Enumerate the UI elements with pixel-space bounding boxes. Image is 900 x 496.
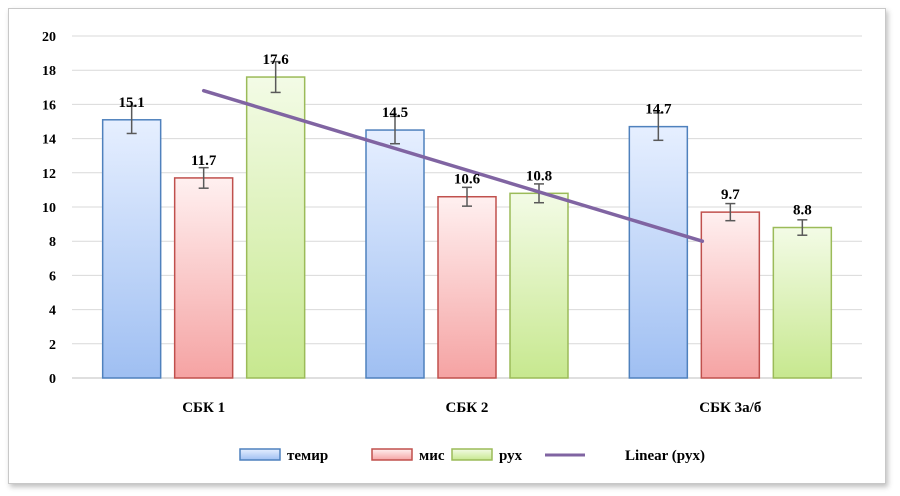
bar-темир [365, 129, 425, 379]
legend-label: Linear (рух) [625, 448, 705, 464]
bar-мис [437, 195, 497, 379]
bar-мис [173, 177, 234, 379]
data-label: 8.8 [793, 203, 812, 219]
legend-swatch-мис [371, 448, 413, 461]
data-labels: 15.1 11.7 17.6 14.5 10.6 10.8 14.7 9.7 8.8 [119, 52, 812, 218]
data-label: 10.6 [454, 172, 481, 188]
legend-label: рух [499, 448, 523, 464]
trendline [201, 88, 705, 243]
y-tick-label: 14 [42, 133, 56, 148]
bar-рух [509, 192, 569, 379]
y-tick-label: 20 [42, 30, 56, 45]
y-tick-label: 4 [49, 304, 56, 319]
x-axis: СБК 1 СБК 2 СБК 3а/б [182, 400, 761, 416]
data-label: 15.1 [119, 95, 145, 111]
bar-темир [101, 119, 162, 379]
data-label: 14.7 [645, 102, 672, 118]
x-tick-label: СБК 1 [182, 400, 225, 416]
data-label: 11.7 [191, 153, 217, 169]
error-bars [126, 60, 808, 236]
legend: темир мис рух Linear (рух) [239, 448, 705, 464]
y-tick-label: 8 [49, 235, 56, 250]
y-tick-label: 16 [42, 98, 56, 113]
legend-swatch-темир [239, 448, 281, 461]
y-tick-label: 10 [42, 201, 56, 216]
legend-swatch-рух [451, 448, 493, 461]
trendline-path [201, 88, 705, 243]
bar-мис [700, 211, 761, 379]
x-tick-label: СБК 2 [446, 400, 489, 416]
y-tick-label: 2 [49, 338, 56, 353]
bar-рух [245, 76, 306, 379]
data-label: 10.8 [526, 168, 552, 184]
y-axis: 0 2 4 6 8 10 12 14 16 18 20 [42, 30, 56, 387]
bars [101, 76, 833, 379]
data-label: 17.6 [263, 52, 290, 68]
legend-label: темир [287, 448, 328, 464]
bar-рух [772, 226, 833, 379]
legend-label: мис [419, 448, 445, 464]
y-tick-label: 0 [49, 372, 56, 387]
bar-темир [628, 125, 689, 379]
y-tick-label: 6 [49, 269, 56, 284]
data-label: 9.7 [721, 187, 740, 203]
x-tick-label: СБК 3а/б [699, 400, 761, 416]
data-label: 14.5 [382, 105, 408, 121]
y-tick-label: 12 [42, 167, 56, 182]
y-tick-label: 18 [42, 64, 56, 79]
